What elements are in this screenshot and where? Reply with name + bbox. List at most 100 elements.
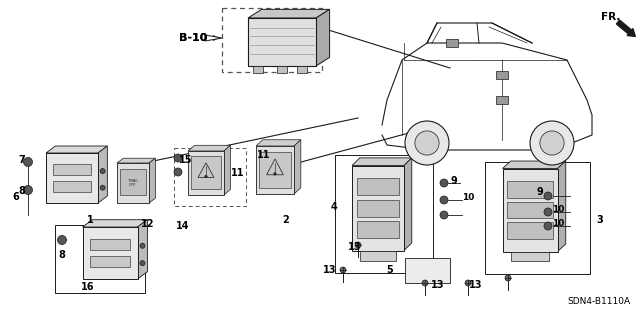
Polygon shape xyxy=(98,146,108,203)
Polygon shape xyxy=(256,140,301,146)
Text: 13: 13 xyxy=(323,265,337,275)
Bar xyxy=(53,181,91,192)
Text: 7: 7 xyxy=(19,155,26,165)
Text: SDN4-B1110A: SDN4-B1110A xyxy=(567,297,630,306)
Polygon shape xyxy=(188,145,230,151)
Circle shape xyxy=(100,168,105,174)
Bar xyxy=(277,66,287,73)
Circle shape xyxy=(540,131,564,155)
Bar xyxy=(174,148,246,206)
Text: 1: 1 xyxy=(86,215,93,225)
Polygon shape xyxy=(404,158,412,250)
Circle shape xyxy=(530,121,574,165)
Polygon shape xyxy=(117,158,156,163)
Circle shape xyxy=(174,154,182,162)
Text: 16: 16 xyxy=(81,282,95,292)
FancyArrow shape xyxy=(616,20,636,36)
Circle shape xyxy=(58,235,67,244)
Circle shape xyxy=(174,168,182,176)
Bar xyxy=(248,18,316,66)
Bar xyxy=(356,199,399,217)
Circle shape xyxy=(205,175,207,178)
Bar xyxy=(191,156,221,189)
Bar xyxy=(496,96,508,104)
Circle shape xyxy=(505,275,511,281)
Circle shape xyxy=(405,121,449,165)
Bar xyxy=(120,169,147,195)
Text: 12: 12 xyxy=(141,219,155,229)
Text: 13: 13 xyxy=(348,242,362,252)
Bar xyxy=(188,151,224,195)
Polygon shape xyxy=(502,161,566,168)
Text: 8: 8 xyxy=(59,250,65,260)
Text: 10: 10 xyxy=(552,219,564,228)
Bar xyxy=(356,221,399,238)
Bar xyxy=(259,152,291,188)
Bar xyxy=(508,181,552,197)
Polygon shape xyxy=(149,158,156,203)
Bar xyxy=(83,227,138,279)
Circle shape xyxy=(544,222,552,230)
Text: 10: 10 xyxy=(552,205,564,214)
Bar xyxy=(405,258,450,283)
Text: 9: 9 xyxy=(536,187,543,197)
Bar xyxy=(335,155,433,273)
Bar xyxy=(55,225,145,293)
Text: FR.: FR. xyxy=(601,12,620,22)
Polygon shape xyxy=(316,9,330,66)
Bar xyxy=(502,168,557,251)
Bar xyxy=(508,202,552,218)
Bar xyxy=(298,66,307,73)
Bar xyxy=(360,250,396,261)
Bar xyxy=(222,8,322,72)
Bar xyxy=(46,153,98,203)
Bar xyxy=(446,39,458,47)
Text: 4: 4 xyxy=(331,202,337,212)
Circle shape xyxy=(100,185,105,190)
Text: 10: 10 xyxy=(462,192,474,202)
Bar xyxy=(352,166,404,250)
Text: 5: 5 xyxy=(387,265,394,275)
Polygon shape xyxy=(294,140,301,194)
Bar xyxy=(485,162,590,274)
Bar xyxy=(53,164,91,175)
Bar xyxy=(253,66,263,73)
Circle shape xyxy=(24,186,33,195)
Text: B-10: B-10 xyxy=(179,33,207,43)
Circle shape xyxy=(140,243,145,248)
Text: 3: 3 xyxy=(596,215,604,225)
Circle shape xyxy=(24,158,33,167)
Polygon shape xyxy=(352,158,412,166)
Bar xyxy=(356,178,399,195)
Text: 11: 11 xyxy=(257,150,271,160)
Bar xyxy=(90,256,130,267)
Bar xyxy=(508,222,552,239)
Circle shape xyxy=(355,242,361,248)
Polygon shape xyxy=(205,35,222,41)
Bar xyxy=(117,163,149,203)
Circle shape xyxy=(440,179,448,187)
Circle shape xyxy=(544,192,552,200)
Text: 13: 13 xyxy=(431,280,445,290)
Circle shape xyxy=(340,267,346,273)
Polygon shape xyxy=(224,145,230,195)
Circle shape xyxy=(274,173,276,175)
Circle shape xyxy=(440,196,448,204)
Polygon shape xyxy=(83,220,147,227)
Circle shape xyxy=(465,280,471,286)
Bar xyxy=(511,251,549,262)
Circle shape xyxy=(422,280,428,286)
Polygon shape xyxy=(248,9,330,18)
Polygon shape xyxy=(557,161,566,251)
Circle shape xyxy=(544,208,552,216)
Circle shape xyxy=(440,211,448,219)
Polygon shape xyxy=(46,146,108,153)
Text: 8: 8 xyxy=(19,186,26,196)
Circle shape xyxy=(140,261,145,266)
Text: 15: 15 xyxy=(179,155,193,165)
Bar xyxy=(496,71,508,79)
Text: B-10: B-10 xyxy=(179,33,207,43)
Bar xyxy=(256,146,294,194)
Text: TRAC
OFF: TRAC OFF xyxy=(128,179,138,187)
Text: 14: 14 xyxy=(176,221,189,231)
